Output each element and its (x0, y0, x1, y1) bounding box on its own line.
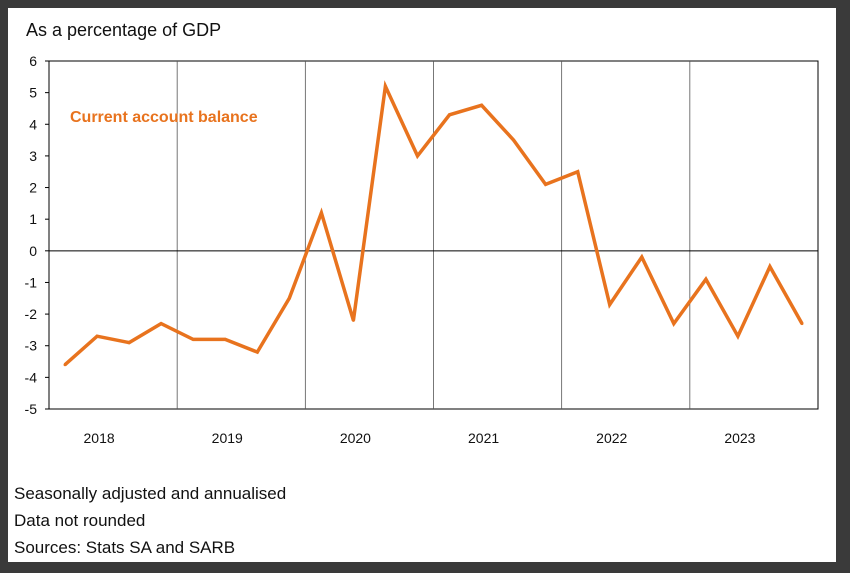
x-year-label: 2018 (84, 430, 115, 446)
x-year-label: 2021 (468, 430, 499, 446)
data-point (127, 341, 131, 345)
data-point (63, 363, 67, 367)
y-tick-label: 3 (29, 148, 37, 164)
data-point (159, 322, 163, 326)
y-tick-label: 4 (29, 116, 37, 132)
note-sources: Sources: Stats SA and SARB (14, 538, 236, 557)
data-point (448, 113, 452, 117)
data-point (544, 182, 548, 186)
data-point (287, 296, 291, 300)
data-point (800, 322, 804, 326)
data-point (512, 138, 516, 142)
x-year-label: 2022 (596, 430, 627, 446)
y-tick-label: 5 (29, 85, 37, 101)
y-tick-label: -3 (25, 338, 38, 354)
y-tick-label: 1 (29, 211, 37, 227)
note-rounding: Data not rounded (14, 511, 146, 530)
data-point (640, 255, 644, 259)
series-label-current-account: Current account balance (70, 109, 258, 126)
data-point (415, 154, 419, 158)
series-line-current-account (63, 80, 804, 367)
data-point (576, 170, 580, 174)
x-year-label: 2019 (212, 430, 243, 446)
y-tick-label: 6 (29, 53, 37, 69)
data-point (480, 103, 484, 107)
y-tick-label: -1 (25, 274, 38, 290)
y-tick-label: -4 (25, 369, 38, 385)
note-seasonal: Seasonally adjusted and annualised (14, 484, 287, 503)
y-tick-label: 2 (29, 180, 37, 196)
data-point (95, 334, 99, 338)
data-point (608, 303, 612, 307)
data-point (768, 265, 772, 269)
line-chart: 6 5 4 3 2 1 0 -1 -2 -3 -4 -5 2018 2019 2020 2021 2022 202… (25, 53, 819, 446)
data-point (351, 318, 355, 322)
data-point (255, 350, 259, 354)
y-tick-label: 0 (29, 243, 37, 259)
data-point (736, 334, 740, 338)
data-point (672, 322, 676, 326)
chart-notes: Seasonally adjusted and annualised Data … (14, 480, 286, 561)
chart-panel: As a percentage of GDP 6 5 4 3 2 1 0 -1 -2 -3 -4 -5… (8, 8, 836, 562)
data-point (704, 277, 708, 281)
y-tick-label: -2 (25, 306, 38, 322)
y-tick-label: -5 (25, 401, 38, 417)
data-point (383, 84, 387, 88)
x-year-label: 2023 (724, 430, 755, 446)
data-point (191, 337, 195, 341)
data-point (223, 337, 227, 341)
x-year-label: 2020 (340, 430, 371, 446)
data-point (319, 211, 323, 215)
y-unit-label: As a percentage of GDP (26, 20, 222, 40)
